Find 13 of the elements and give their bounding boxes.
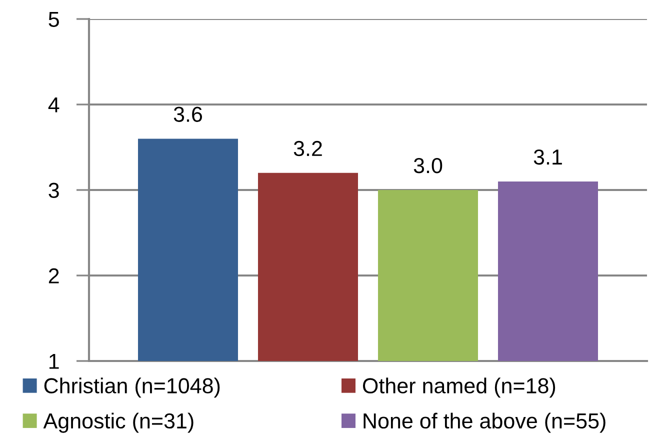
y-tick-label: 5: [48, 12, 59, 28]
y-tick-label: 2: [48, 268, 59, 284]
data-label: 3.6: [174, 106, 202, 122]
data-label: 3.0: [414, 158, 442, 174]
data-label: 3.2: [294, 140, 322, 156]
y-tick-label: 3: [48, 182, 59, 198]
legend-label: Other named (n=18): [362, 378, 556, 398]
legend-label: None of the above (n=55): [364, 412, 606, 433]
legend-label: Christian (n=1048): [44, 378, 220, 398]
y-tick-label: 4: [48, 97, 60, 112]
legend-label: Agnostic (n=31): [43, 412, 194, 433]
y-tick-label: 1: [50, 354, 59, 369]
data-label: 3.1: [534, 149, 562, 165]
